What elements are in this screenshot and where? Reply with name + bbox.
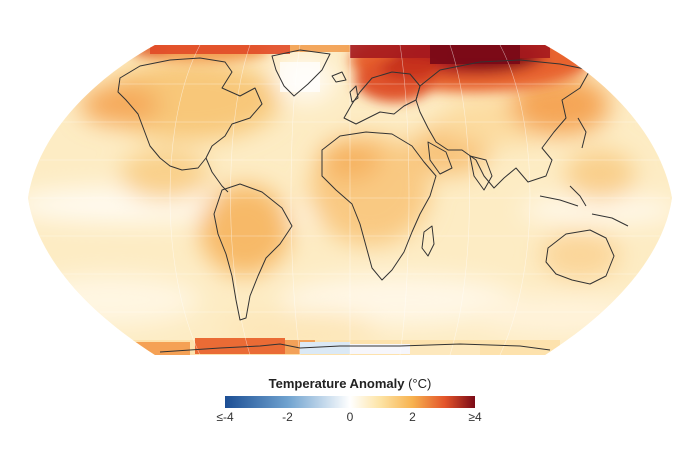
- coastline-australia: [545, 229, 615, 285]
- coastlines: [117, 49, 639, 353]
- coastline-arabia: [427, 141, 453, 175]
- legend-tick-zero: 0: [346, 410, 354, 424]
- anomaly-field: [28, 45, 672, 355]
- coastline-philippines: [569, 185, 587, 207]
- legend-title-text: Temperature Anomaly: [268, 376, 405, 391]
- graticule: [30, 45, 670, 355]
- coastline-uk: [349, 85, 359, 103]
- world-map: [28, 45, 672, 355]
- coastline-south-america: [213, 183, 293, 321]
- legend-title: Temperature Anomaly (°C): [200, 376, 500, 391]
- arctic-strip: [150, 45, 550, 92]
- colorbar-svg: [225, 396, 475, 408]
- legend-tick-max: ≥4: [468, 410, 482, 424]
- coastline-africa: [321, 131, 437, 281]
- coastline-madagascar: [421, 225, 435, 257]
- coastline-north-america: [117, 57, 263, 171]
- coastline-iceland: [331, 71, 347, 83]
- coastline-new-zealand: [631, 289, 639, 307]
- legend-tick-min: ≤-4: [216, 410, 234, 424]
- legend-colorbar: [225, 395, 475, 408]
- coastline-japan: [577, 117, 587, 149]
- coastline-india: [469, 155, 493, 191]
- coastline-new-guinea: [591, 213, 629, 227]
- map-svg: [28, 45, 672, 355]
- legend-tick-pos2: 2: [409, 410, 416, 424]
- coastline-antarctica: [159, 343, 551, 353]
- coastline-asia: [415, 59, 591, 189]
- coastline-greenland: [271, 49, 331, 97]
- antarctic-strip: [120, 338, 560, 355]
- legend-tick-neg2: -2: [282, 410, 293, 424]
- coastline-indonesia: [539, 195, 579, 207]
- legend-unit: (°C): [408, 376, 432, 391]
- legend: Temperature Anomaly (°C) ≤-4 -2 0 2 ≥4: [200, 374, 500, 434]
